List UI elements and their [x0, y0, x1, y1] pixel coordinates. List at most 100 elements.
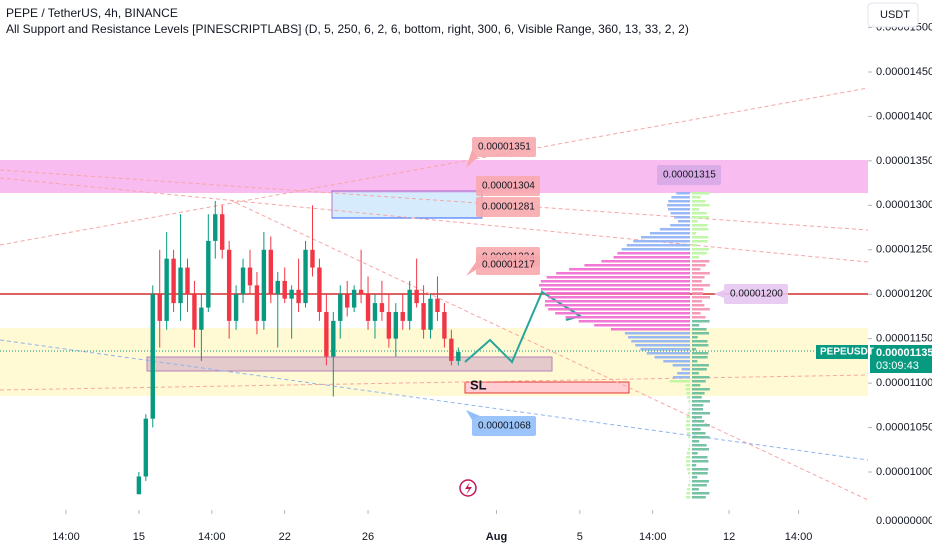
profile-bar — [633, 240, 690, 243]
profile-bar — [692, 380, 706, 383]
candle-body — [206, 240, 211, 308]
trend-line — [0, 169, 869, 231]
profile-bar — [692, 216, 710, 219]
currency-button[interactable] — [867, 2, 919, 28]
candle-body — [345, 294, 350, 308]
profile-bar — [692, 420, 705, 423]
profile-bar — [689, 476, 690, 479]
profile-bar — [692, 260, 710, 263]
profile-bar — [565, 316, 690, 319]
profile-bar — [676, 192, 690, 195]
last-price-label: 0.00001135 — [876, 347, 932, 359]
time-axis — [0, 510, 868, 550]
candle-body — [331, 320, 336, 357]
annotation-label: 0.00001281 — [482, 202, 535, 213]
profile-bar — [692, 312, 701, 315]
profile-bar — [692, 388, 710, 391]
x-tick-label: 14:00 — [52, 531, 80, 543]
profile-bar — [687, 412, 690, 415]
resistance-zone — [0, 160, 868, 193]
profile-bar — [692, 336, 698, 339]
price-axis — [868, 0, 932, 550]
candle-body — [178, 267, 183, 304]
profile-bar — [692, 476, 698, 479]
candle-body — [338, 294, 343, 321]
profile-bar — [692, 480, 709, 483]
profile-bar — [692, 268, 701, 271]
flash-icon[interactable] — [459, 479, 477, 497]
profile-bar — [670, 212, 690, 215]
currency-button-label[interactable]: USDT — [880, 9, 910, 21]
profile-bar — [686, 496, 690, 499]
profile-bar — [621, 248, 690, 251]
annotation-box — [472, 416, 536, 436]
profile-bar — [692, 400, 710, 403]
profile-bar — [663, 360, 690, 363]
annotation-label: 0.00001351 — [478, 142, 531, 153]
candle-body — [226, 249, 232, 321]
annotation-label: 0.00001200 — [730, 289, 783, 300]
profile-bar — [692, 300, 702, 303]
chart-title: PEPE / TetherUS, 4h, BINANCE — [6, 6, 178, 20]
profile-bar — [692, 328, 707, 331]
profile-bar — [692, 348, 697, 351]
profile-bar — [692, 292, 704, 295]
annotation-pointer — [714, 290, 724, 298]
profile-bar — [692, 284, 710, 287]
profile-bar — [688, 400, 690, 403]
candle-body — [310, 249, 315, 268]
profile-bar — [692, 360, 698, 363]
profile-bar — [692, 192, 710, 195]
y-tick-label: 0.00001200 — [876, 288, 932, 300]
profile-bar — [538, 284, 690, 287]
profile-bar — [692, 444, 707, 447]
profile-bar — [692, 256, 699, 259]
candle-body — [456, 352, 461, 361]
annotation-label: 0.00001304 — [482, 181, 535, 192]
profile-bar — [692, 304, 705, 307]
profile-bar — [545, 300, 690, 303]
annotation-pointer — [466, 410, 480, 420]
profile-bar — [692, 424, 710, 427]
profile-bar — [649, 232, 690, 235]
candle-body — [185, 267, 190, 295]
candle-body — [192, 294, 197, 330]
profile-bar — [670, 224, 690, 227]
profile-bar — [646, 352, 690, 355]
profile-bar — [692, 428, 701, 431]
annotation-label: 0.00001315 — [663, 170, 716, 181]
profile-bar — [555, 312, 690, 315]
annotation-box — [476, 176, 540, 196]
profile-bar — [640, 348, 690, 351]
profile-bar — [692, 240, 708, 243]
x-tick-label: 26 — [362, 531, 374, 543]
y-tick-label: 0.00001400 — [876, 110, 932, 122]
profile-bar — [692, 264, 706, 267]
profile-bar — [640, 236, 690, 239]
candle-body — [268, 249, 274, 295]
profile-bar — [685, 384, 690, 387]
profile-bar — [674, 216, 690, 219]
zones — [0, 87, 869, 501]
indicator-label: All Support and Resistance Levels [PINES… — [6, 22, 689, 36]
candle-body — [386, 312, 392, 339]
profile-bar — [692, 244, 698, 247]
y-tick-label: 0.00001250 — [876, 244, 932, 256]
profile-bar — [669, 380, 690, 383]
profile-bar — [686, 456, 690, 459]
candle-body — [379, 303, 385, 312]
profile-bar — [569, 268, 690, 271]
profile-bar — [626, 244, 690, 247]
candle-body — [254, 285, 260, 321]
profile-bar — [689, 480, 690, 483]
annotation-label: 0.00001217 — [482, 260, 535, 271]
candle-body — [358, 289, 364, 295]
profile-bar — [540, 288, 690, 291]
flash-icon-bolt[interactable] — [465, 482, 472, 495]
profile-bar — [635, 344, 690, 347]
profile-bar — [686, 492, 690, 495]
annotation-box — [472, 137, 536, 157]
candle-body — [164, 258, 169, 321]
annotation-pointer — [466, 262, 482, 276]
last-price-tag — [870, 345, 932, 373]
